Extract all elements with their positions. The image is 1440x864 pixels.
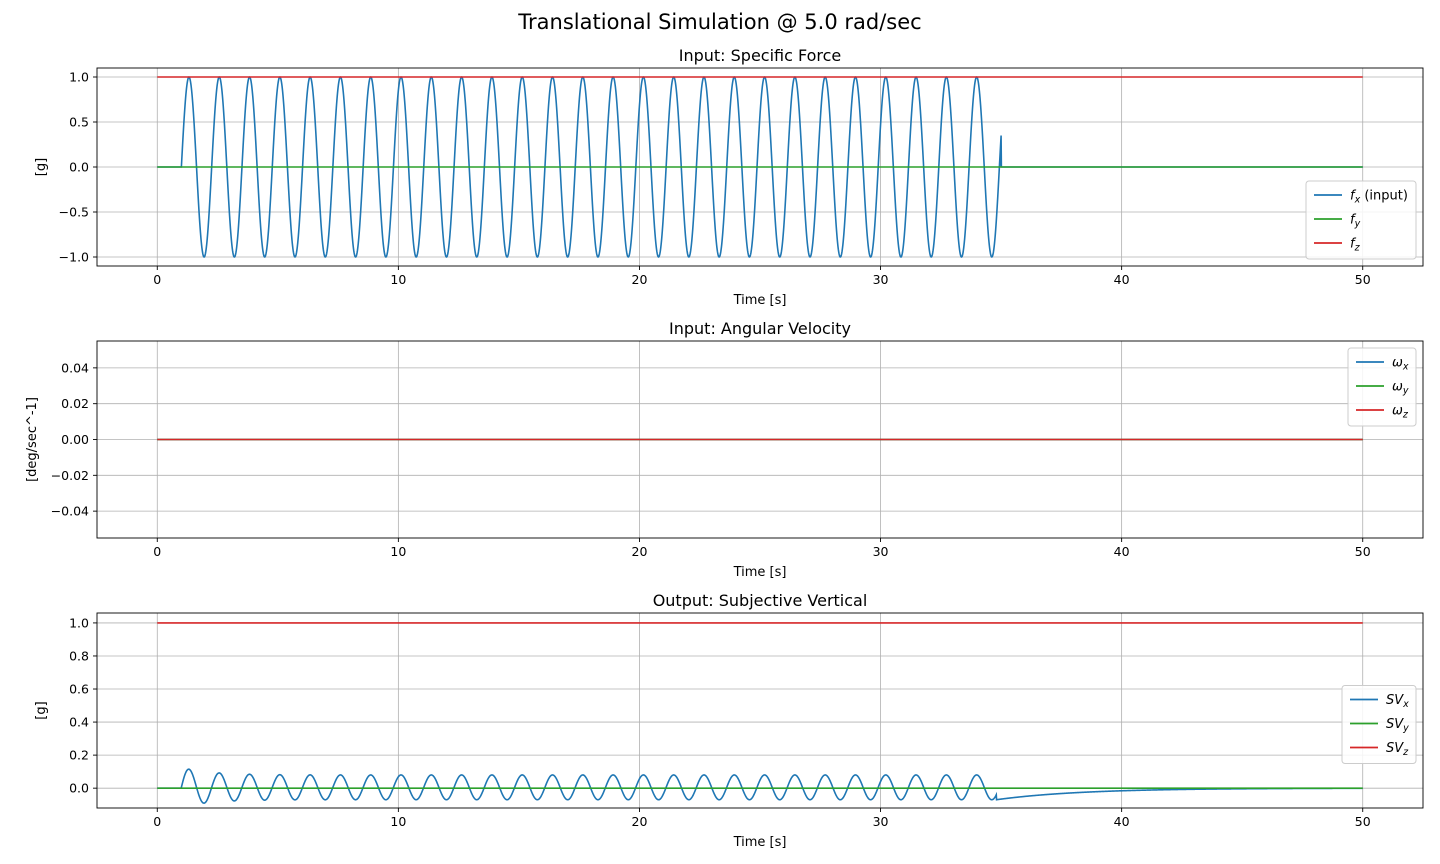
x-axis-label: Time [s] — [733, 565, 787, 580]
x-tick-label: 10 — [390, 544, 406, 559]
legend-label-suffix: (input) — [1360, 189, 1408, 204]
legend-label-base: f — [1350, 213, 1357, 228]
y-tick-label: 1.0 — [69, 70, 89, 85]
y-axis-label: [g] — [34, 158, 49, 176]
y-tick-label: 0.0 — [69, 160, 89, 175]
legend-label-subscript: y — [1354, 219, 1361, 230]
x-axis-label: Time [s] — [733, 293, 787, 308]
figure-title: Translational Simulation @ 5.0 rad/sec — [518, 10, 922, 34]
series-group — [157, 76, 1363, 258]
y-tick-label: 0.8 — [69, 648, 89, 663]
y-tick-label: 1.0 — [69, 615, 89, 630]
y-tick-label: 0.4 — [69, 715, 89, 730]
x-tick-label: 0 — [153, 272, 161, 287]
panel-title: Input: Angular Velocity — [669, 319, 851, 338]
legend-label: ωz — [1392, 404, 1409, 421]
panel-subjective-vertical: 0 10 20 30 40 50 1.0 0.8 0.6 0.4 0.2 0.0 Output: Sub… — [34, 591, 1424, 850]
legend-label-base: SV — [1386, 693, 1404, 708]
panel-title: Input: Specific Force — [679, 46, 842, 65]
panel-title: Output: Subjective Vertical — [653, 591, 868, 610]
legend-label-subscript: y — [1402, 386, 1409, 397]
y-axis-label: [g] — [34, 701, 49, 719]
legend-label-subscript: x — [1354, 195, 1361, 206]
x-tick-label: 30 — [873, 272, 889, 287]
legend-box — [1305, 180, 1417, 260]
legend-label-subscript: x — [1402, 362, 1409, 373]
legend-label: fz — [1350, 237, 1361, 254]
legend-label: SVz — [1386, 741, 1409, 758]
y-tick-label: 0.00 — [61, 432, 89, 447]
legend-label-subscript: z — [1354, 243, 1361, 254]
axes-frame — [96, 612, 1424, 809]
legend-label-subscript: x — [1402, 699, 1409, 710]
series-group — [157, 622, 1363, 804]
x-tick-label: 40 — [1114, 814, 1130, 829]
legend-label-base: ω — [1392, 380, 1403, 395]
y-tick-label: −0.02 — [51, 468, 89, 483]
x-tick-label: 50 — [1355, 544, 1371, 559]
x-tick-label: 50 — [1355, 814, 1371, 829]
y-tick-label: 0.5 — [69, 115, 89, 130]
legend-label-base: ω — [1392, 356, 1403, 371]
panel-angular-velocity: 0 10 20 30 40 50 0.04 0.02 0.00 −0.02 −0.04 Input: … — [25, 319, 1424, 580]
x-tick-label: 0 — [153, 814, 161, 829]
x-tick-label: 40 — [1114, 272, 1130, 287]
legend-label-subscript: z — [1402, 747, 1409, 758]
x-tick-label: 20 — [632, 272, 648, 287]
y-tick-label: 0.0 — [69, 781, 89, 796]
legend-label: SVy — [1386, 717, 1409, 734]
x-tick-label: 30 — [873, 814, 889, 829]
x-tick-label: 0 — [153, 544, 161, 559]
x-tick-label: 20 — [632, 814, 648, 829]
x-tick-label: 40 — [1114, 544, 1130, 559]
legend-label: fx (input) — [1350, 189, 1408, 206]
y-tick-label: −0.04 — [51, 504, 89, 519]
legend-label-base: SV — [1386, 717, 1404, 732]
y-tick-label: 0.02 — [61, 396, 89, 411]
x-tick-label: 20 — [632, 544, 648, 559]
legend-label-subscript: y — [1402, 723, 1409, 734]
legend-box — [1347, 347, 1417, 427]
x-tick-label: 10 — [390, 272, 406, 287]
legend-label-base: ω — [1392, 404, 1403, 419]
y-axis-label: [deg/sec^-1] — [25, 397, 40, 482]
x-tick-label: 30 — [873, 544, 889, 559]
series-line-x — [157, 768, 1363, 804]
legend-label-base: f — [1350, 237, 1357, 252]
legend-label-base: SV — [1386, 741, 1404, 756]
legend-label: fy — [1350, 213, 1361, 230]
legend-label-subscript: z — [1402, 410, 1409, 421]
x-axis-label: Time [s] — [733, 835, 787, 850]
y-tick-label: 0.04 — [61, 360, 89, 375]
legend-box — [1341, 685, 1417, 764]
x-tick-label: 10 — [390, 814, 406, 829]
legend-label: ωx — [1392, 356, 1409, 373]
legend-label: ωy — [1392, 380, 1409, 397]
y-tick-label: −1.0 — [59, 250, 89, 265]
panel-specific-force: 0 10 20 30 40 50 1.0 0.5 0.0 −0.5 −1.0 Input: Speci… — [34, 46, 1424, 308]
legend-label-base: f — [1350, 189, 1357, 204]
y-tick-label: 0.2 — [69, 748, 89, 763]
legend-label: SVx — [1386, 693, 1409, 710]
y-tick-label: 0.6 — [69, 682, 89, 697]
x-tick-label: 50 — [1355, 272, 1371, 287]
y-tick-label: −0.5 — [59, 205, 89, 220]
